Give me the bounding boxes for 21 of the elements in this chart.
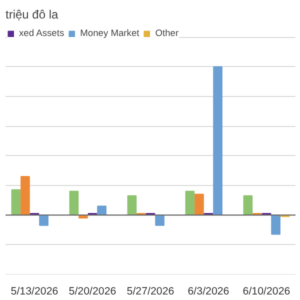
legend-label: Money Market <box>80 28 140 38</box>
bar <box>194 194 204 216</box>
bar <box>11 189 21 216</box>
bar <box>39 214 48 226</box>
x-tick-label: 5/20/2026 <box>68 286 116 298</box>
bar <box>185 190 195 216</box>
bar <box>271 214 280 235</box>
bar <box>69 190 79 216</box>
x-tick-label: 5/13/2026 <box>10 286 58 298</box>
bar <box>155 214 164 226</box>
bar <box>97 206 106 216</box>
bar <box>20 176 30 216</box>
bar <box>127 195 137 216</box>
bar <box>243 195 253 216</box>
chart-subtitle: triệu đô la <box>6 8 59 22</box>
x-tick-label: 5/27/2026 <box>126 286 174 298</box>
legend-label: xed Assets <box>19 28 64 38</box>
legend-label: Other <box>155 28 179 38</box>
bar <box>213 66 222 216</box>
x-tick-label: 6/10/2026 <box>242 286 290 298</box>
x-tick-label: 6/3/2026 <box>188 286 230 298</box>
